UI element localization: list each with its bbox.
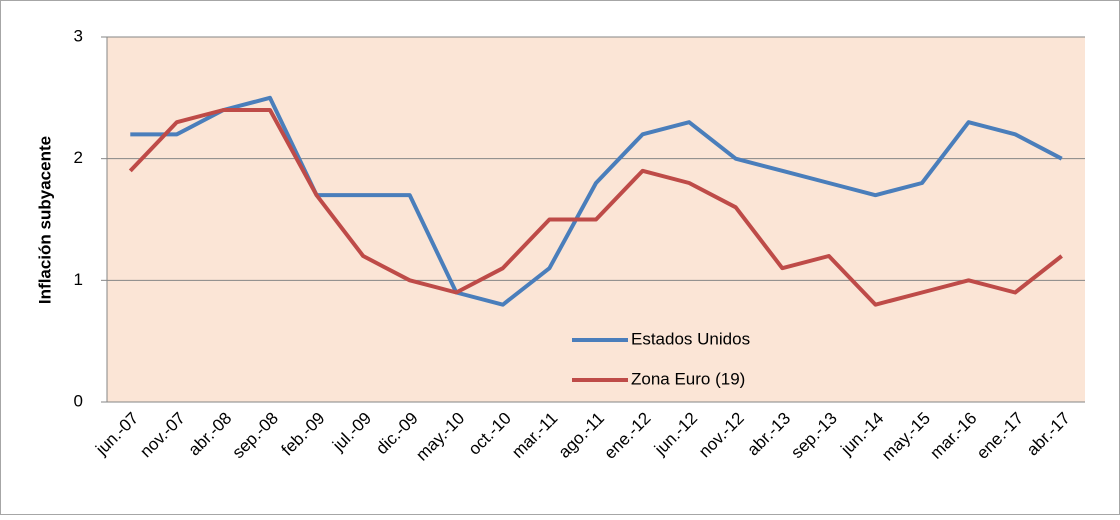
legend-label: Estados Unidos — [631, 329, 750, 348]
series-line — [130, 95, 1063, 307]
y-axis-label: Inflación subyacente — [35, 136, 54, 304]
y-tick-label: 1 — [74, 270, 83, 289]
legend-label: Zona Euro (19) — [631, 369, 745, 388]
series-line — [128, 108, 1063, 307]
y-tick-label: 3 — [74, 26, 83, 45]
y-tick-label: 0 — [74, 391, 83, 410]
y-tick-label: 2 — [74, 148, 83, 167]
